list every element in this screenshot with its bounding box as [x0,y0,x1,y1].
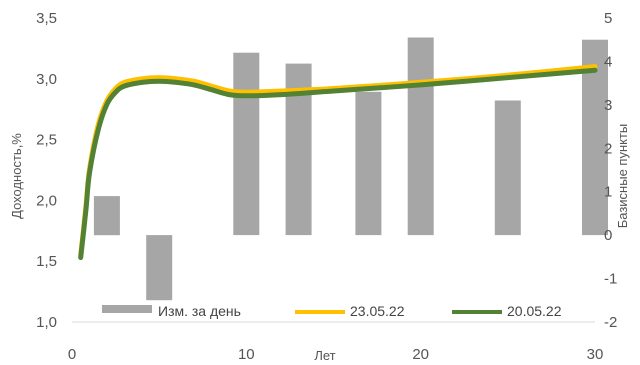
y-right-tick-3: 1 [604,184,612,201]
x-tick-3: 30 [587,346,604,363]
y-right-axis-title: Базисные пункты [615,124,630,229]
x-tick-0: 0 [68,346,76,363]
y-left-axis-title: Доходность,% [9,133,24,219]
y-left-tick-1: 1,5 [36,253,57,270]
series-line-1 [78,67,598,261]
legend-bar-label: Изм. за день [158,303,241,319]
y-left-tick-3: 2,5 [36,132,57,149]
y-right-tick-0: -2 [604,314,617,331]
bar-2 [233,52,260,236]
bar-5 [407,37,434,236]
x-tick-labels: 0 10 20 30 [68,346,604,363]
legend-bar-swatch [102,305,152,313]
y-right-tick-4: 2 [604,140,612,157]
y-right-tick-2: 0 [604,227,612,244]
bar-4 [355,91,382,236]
legend: Изм. за день 23.05.22 20.05.22 [102,303,562,319]
x-tick-1: 10 [238,346,255,363]
y-left-tick-5: 3,5 [36,10,57,27]
y-left-tick-2: 2,0 [36,192,57,209]
x-tick-2: 20 [412,346,429,363]
y-right-tick-7: 5 [604,10,612,27]
y-left-tick-0: 1,0 [36,314,57,331]
y-right-tick-1: -1 [604,271,617,288]
bar-6 [494,100,521,236]
bar-0 [93,196,120,236]
lines-layer [78,64,598,261]
y-right-tick-labels: -2 -1 0 1 2 3 4 5 [604,10,617,331]
x-axis-title: Лет [314,348,335,363]
legend-series-1-label: 23.05.22 [350,303,405,319]
bar-1 [146,235,173,301]
y-right-tick-6: 4 [604,53,612,70]
legend-series-2-label: 20.05.22 [507,303,562,319]
y-right-tick-5: 3 [604,97,612,114]
y-left-tick-4: 3,0 [36,71,57,88]
y-left-tick-labels: 1,0 1,5 2,0 2,5 3,0 3,5 [36,10,57,331]
